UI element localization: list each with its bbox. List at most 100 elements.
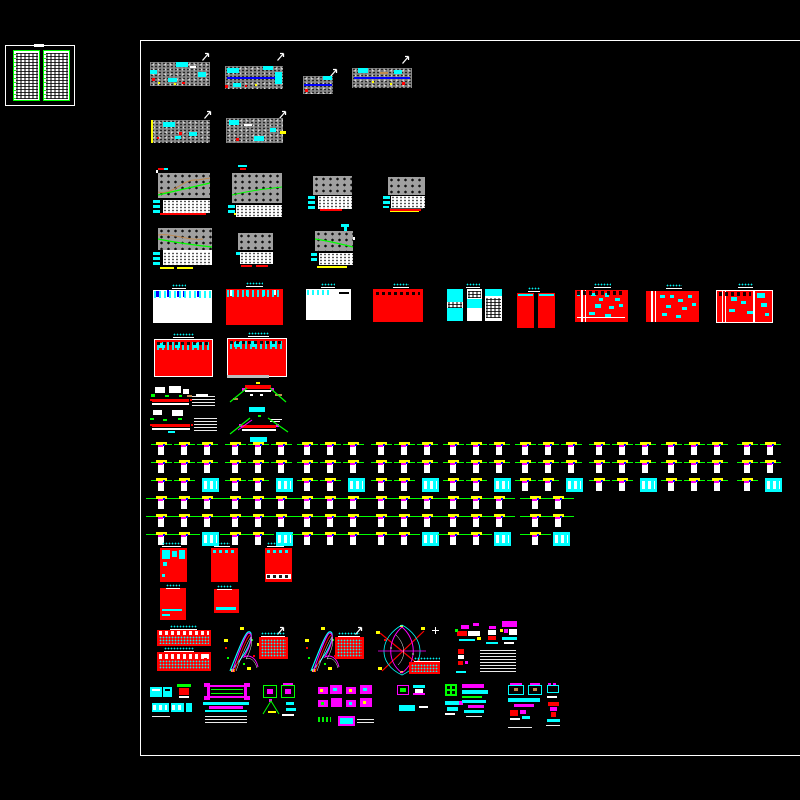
red-column-table[interactable] [517,293,555,328]
sheet-title[interactable] [214,542,230,547]
sheet-title[interactable] [594,283,611,288]
road-plan-5[interactable] [151,120,210,143]
sheet-title[interactable] [528,287,540,292]
quantity-table-white-2[interactable] [306,289,351,320]
profile-sheet-5[interactable] [153,225,213,270]
red-table-bar[interactable] [157,652,211,671]
red-detail-sheet[interactable] [214,589,239,613]
red-detail-sheet[interactable] [211,548,238,582]
detail-cluster[interactable] [150,684,195,718]
sheet-title[interactable] [466,283,480,288]
culvert-detail[interactable] [455,623,483,646]
pier-elevation-cluster[interactable] [443,440,511,494]
sheet-title[interactable] [321,283,335,288]
pier-elevation-cluster[interactable] [297,440,365,494]
detail-cluster[interactable] [316,683,378,728]
road-plan-2[interactable] [225,66,283,89]
profile-sheet-6[interactable] [236,230,273,268]
profile-sheet-2[interactable] [228,165,283,217]
quantity-table-white-1[interactable] [153,290,212,323]
profile-sheet-1[interactable] [153,168,211,215]
pier-elevation-cluster[interactable] [737,440,782,494]
red-detail-sheet[interactable] [160,548,187,582]
road-plan-3[interactable] [303,76,333,94]
sheet-title[interactable] [246,282,263,287]
detail-cluster[interactable] [443,682,464,717]
red-detail-sheet[interactable] [160,588,186,620]
quantity-table-red-1[interactable] [226,289,283,325]
sheet-title[interactable] [267,542,284,547]
pier-elevation-cluster[interactable] [366,494,443,548]
profile-sheet-3[interactable] [308,173,352,212]
pier-elevation-cluster[interactable] [661,440,728,494]
north-arrow[interactable] [401,55,410,64]
detail-cluster[interactable] [203,683,255,724]
pier-elevation-cluster[interactable] [146,494,223,548]
red-sheet-large-1[interactable] [154,339,213,377]
detail-cluster[interactable] [395,683,433,714]
pier-elevation-cluster[interactable] [589,440,657,494]
quantity-table-red-5[interactable] [716,290,773,323]
sheet-title[interactable] [162,542,181,547]
sheet-title[interactable] [173,333,194,338]
detail-cluster[interactable] [462,682,490,718]
quantity-table-red-4[interactable] [646,291,699,322]
pier-elevation-cluster[interactable] [520,494,574,548]
sheet-title[interactable] [738,283,753,288]
north-arrow[interactable] [203,110,212,119]
profile-sheet-4[interactable] [383,175,425,213]
culvert-detail[interactable] [486,626,500,646]
pier-elevation-cluster[interactable] [515,440,583,494]
cross-section-4[interactable] [229,406,289,443]
red-table-bar[interactable] [157,630,211,646]
sheet-title[interactable] [164,647,194,652]
profile-sheet-7[interactable] [311,224,355,269]
north-arrow[interactable] [201,52,210,61]
legend-box-red[interactable] [409,662,440,674]
sheet-title[interactable] [248,332,269,337]
pier-elevation-cluster[interactable] [151,440,219,494]
north-arrow[interactable] [276,52,285,61]
road-plan-4[interactable] [352,68,412,88]
texture [164,647,194,650]
legend-box-red[interactable] [335,637,364,659]
detail-cluster[interactable] [261,683,300,717]
sheet-title[interactable] [393,283,409,288]
detail-cluster[interactable] [506,683,544,730]
culvert-detail[interactable] [500,621,519,647]
sheet-title[interactable] [172,284,186,289]
drawing-index-sheet[interactable] [5,44,75,106]
pier-elevation-cluster[interactable] [371,440,439,494]
sheet-title[interactable] [170,625,197,630]
notes-text[interactable] [192,394,215,406]
red-sheet-large-2[interactable] [227,338,287,377]
quantity-table-red-3[interactable] [575,290,628,322]
interchange-plan-1[interactable] [224,627,261,673]
pier-elevation-cluster[interactable] [220,494,297,548]
pier-elevation-cluster[interactable] [292,494,369,548]
quantity-table-red-2[interactable] [373,289,423,322]
sheet-title[interactable] [217,585,232,590]
cross-section-3[interactable] [229,382,287,406]
road-plan-6[interactable] [226,118,286,143]
pier-elevation-cluster[interactable] [225,440,293,494]
cross-section-1[interactable] [150,386,194,407]
detail-cluster[interactable] [545,683,563,727]
pier-elevation-cluster[interactable] [438,494,515,548]
sheet-title[interactable] [666,284,682,289]
notes-text[interactable] [480,650,516,672]
sheet-title[interactable] [414,657,440,662]
sheet-title[interactable] [166,584,180,589]
road-plan-1[interactable] [150,62,210,86]
red-detail-sheet[interactable] [265,548,292,582]
notes-text[interactable] [194,416,217,431]
section-title-bar[interactable] [227,375,269,378]
sheet-title[interactable] [338,632,360,637]
cross-section-2[interactable] [150,410,194,434]
survey-cross-mark[interactable] [432,627,439,634]
mini-structure-detail[interactable] [456,649,472,676]
sheet-title[interactable] [261,632,285,637]
column-table-group[interactable] [447,289,502,321]
legend-box-red[interactable] [259,637,288,659]
